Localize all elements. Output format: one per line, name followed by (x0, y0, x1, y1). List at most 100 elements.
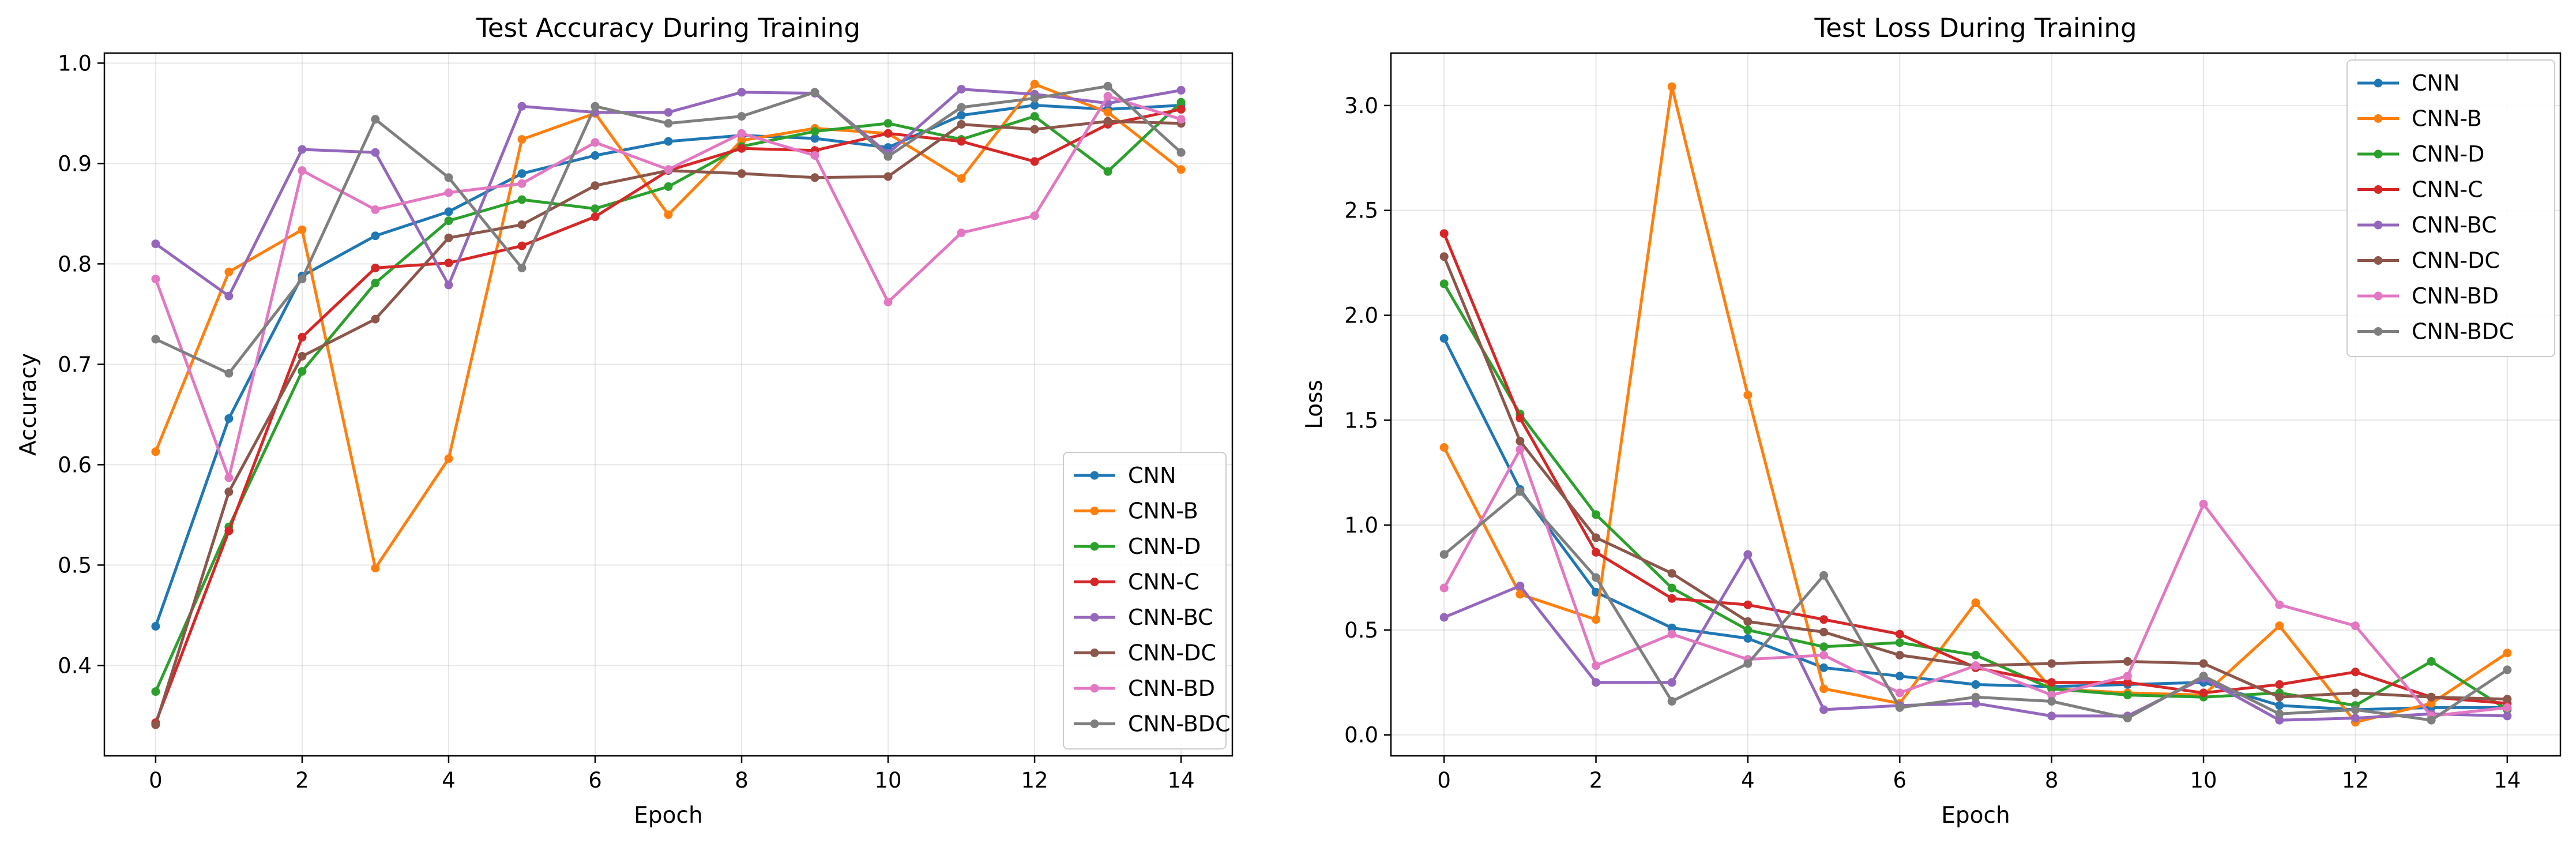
loss-legend-label-cnn-bc: CNN-BC (2412, 212, 2497, 238)
accuracy-point-cnn-dc (444, 233, 453, 242)
accuracy-point-cnn-bdc (444, 173, 453, 182)
accuracy-axes: 0 2 4 6 8 10 12 14 0.4 0.5 0.6 0.7 0.8 0.9 1.0 (58, 51, 1194, 793)
accuracy-point-cnn (810, 134, 819, 143)
accuracy-point-cnn-bdc (737, 112, 746, 121)
loss-point-cnn-b (1667, 82, 1676, 91)
loss-point-cnn-bdc (2351, 705, 2360, 714)
accuracy-point-cnn-d (517, 195, 527, 204)
loss-point-cnn-bdc (1819, 571, 1829, 580)
loss-axes: 0 2 4 6 8 10 12 14 0.0 0.5 1.0 1.5 2.0 2.5 3.0 (1344, 93, 2521, 793)
loss-point-cnn-d (2427, 657, 2436, 666)
accuracy-legend-item-cnn-c: CNN-C (1074, 569, 1199, 595)
accuracy-point-cnn-bdc (224, 369, 234, 378)
accuracy-y-tick-label: 0.5 (58, 553, 92, 578)
loss-point-cnn-bc (2503, 711, 2512, 721)
loss-point-cnn-bdc (2275, 709, 2284, 718)
loss-x-tick-label: 0 (1437, 768, 1451, 793)
accuracy-point-cnn-bd (1176, 115, 1186, 124)
accuracy-point-cnn-bdc (810, 88, 819, 97)
accuracy-point-cnn-bc (517, 102, 527, 111)
loss-chart-title: Test Loss During Training (1814, 13, 2137, 43)
loss-point-cnn-dc (2275, 692, 2284, 702)
accuracy-plot-frame (103, 52, 1234, 757)
accuracy-y-tick-label: 0.6 (58, 452, 92, 477)
loss-point-cnn-d (1819, 642, 1829, 651)
accuracy-legend-label-cnn-bdc: CNN-BDC (1128, 711, 1231, 737)
loss-point-cnn-b (2427, 699, 2436, 708)
loss-point-cnn-c (2351, 668, 2360, 677)
accuracy-point-cnn-bd (810, 151, 819, 160)
accuracy-point-cnn-bc (737, 88, 746, 97)
loss-point-cnn-bd (1895, 688, 1904, 698)
loss-point-cnn-dc (2351, 688, 2360, 698)
loss-point-cnn-bd (2047, 691, 2056, 700)
accuracy-point-cnn-bc (664, 108, 673, 117)
accuracy-point-cnn-dc (517, 220, 527, 229)
loss-point-cnn (1667, 623, 1676, 632)
accuracy-series-cnn (151, 101, 1186, 631)
loss-point-cnn-bc (1667, 678, 1676, 687)
accuracy-point-cnn-bdc (1030, 93, 1039, 103)
loss-point-cnn-bdc (1667, 697, 1676, 706)
loss-legend-marker-cnn-bd (2374, 291, 2383, 301)
accuracy-point-cnn-bdc (1103, 81, 1112, 91)
accuracy-x-tick-label: 14 (1168, 768, 1195, 793)
loss-point-cnn-bd (1971, 661, 1980, 670)
loss-point-cnn-dc (1743, 617, 1753, 626)
loss-point-cnn-d (1592, 510, 1601, 519)
loss-y-tick-label: 1.5 (1344, 408, 1378, 433)
accuracy-legend-item-cnn-d: CNN-D (1074, 534, 1201, 559)
accuracy-legend-box (1063, 452, 1227, 749)
loss-point-cnn-d (1743, 625, 1753, 635)
loss-y-tick-label: 2.0 (1344, 303, 1378, 328)
accuracy-legend: CNN CNN-B CNN-D CNN-C CNN-BC CNN-DC CNN-BD CNN-… (1063, 452, 1231, 749)
accuracy-point-cnn-bdc (591, 102, 600, 111)
loss-point-cnn-c (1895, 629, 1904, 639)
accuracy-point-cnn-d (371, 279, 380, 287)
loss-point-cnn-bc (1743, 550, 1753, 559)
loss-point-cnn-dc (1439, 252, 1449, 261)
loss-point-cnn-d (2047, 684, 2056, 694)
loss-point-cnn (1439, 334, 1449, 343)
loss-point-cnn-dc (2047, 659, 2056, 668)
loss-point-cnn-bd (2275, 600, 2284, 609)
accuracy-series-cnn-bdc (151, 81, 1186, 378)
accuracy-point-cnn-c (737, 144, 746, 153)
loss-point-cnn-bd (1667, 629, 1676, 639)
accuracy-legend-label-cnn-d: CNN-D (1128, 534, 1201, 559)
accuracy-legend-marker-cnn-bdc (1090, 719, 1099, 728)
accuracy-x-tick-label: 2 (295, 768, 309, 793)
accuracy-point-cnn-bd (737, 129, 746, 138)
accuracy-legend-item-cnn: CNN (1074, 463, 1176, 488)
accuracy-point-cnn-dc (957, 120, 966, 129)
loss-legend-item-cnn-bc: CNN-BC (2357, 212, 2497, 238)
accuracy-point-cnn-b (957, 174, 966, 183)
accuracy-y-axis-label: Accuracy (16, 353, 42, 456)
loss-legend-item-cnn-dc: CNN-DC (2357, 248, 2500, 273)
loss-point-cnn-bd (1819, 651, 1829, 659)
accuracy-point-cnn-bdc (1176, 148, 1186, 157)
accuracy-point-cnn-bdc (664, 119, 673, 128)
accuracy-point-cnn-c (883, 129, 893, 138)
accuracy-legend-label-cnn-bd: CNN-BD (1128, 676, 1215, 701)
accuracy-point-cnn-b (151, 447, 160, 456)
accuracy-point-cnn-d (298, 367, 307, 376)
loss-chart: 0 2 4 6 8 10 12 14 0.0 0.5 1.0 1.5 2.0 2.5 3.0 Test Lo… (1302, 13, 2562, 829)
loss-point-cnn-d (1895, 638, 1904, 647)
loss-legend-marker-cnn-b (2374, 114, 2383, 123)
accuracy-point-cnn-d (1030, 112, 1039, 121)
loss-point-cnn-c (1743, 600, 1753, 609)
accuracy-point-cnn-bd (957, 228, 966, 237)
loss-point-cnn-bdc (1515, 487, 1525, 496)
accuracy-point-cnn (591, 151, 600, 160)
accuracy-point-cnn-bdc (371, 115, 380, 124)
loss-x-tick-label: 14 (2494, 768, 2521, 793)
accuracy-point-cnn-dc (224, 487, 234, 496)
accuracy-x-tick-label: 0 (149, 768, 163, 793)
loss-x-axis-label: Epoch (1941, 803, 2010, 829)
loss-point-cnn-bd (2503, 703, 2512, 712)
accuracy-point-cnn-bd (444, 188, 453, 197)
loss-y-axis-label: Loss (1302, 380, 1328, 429)
accuracy-point-cnn (151, 622, 160, 631)
